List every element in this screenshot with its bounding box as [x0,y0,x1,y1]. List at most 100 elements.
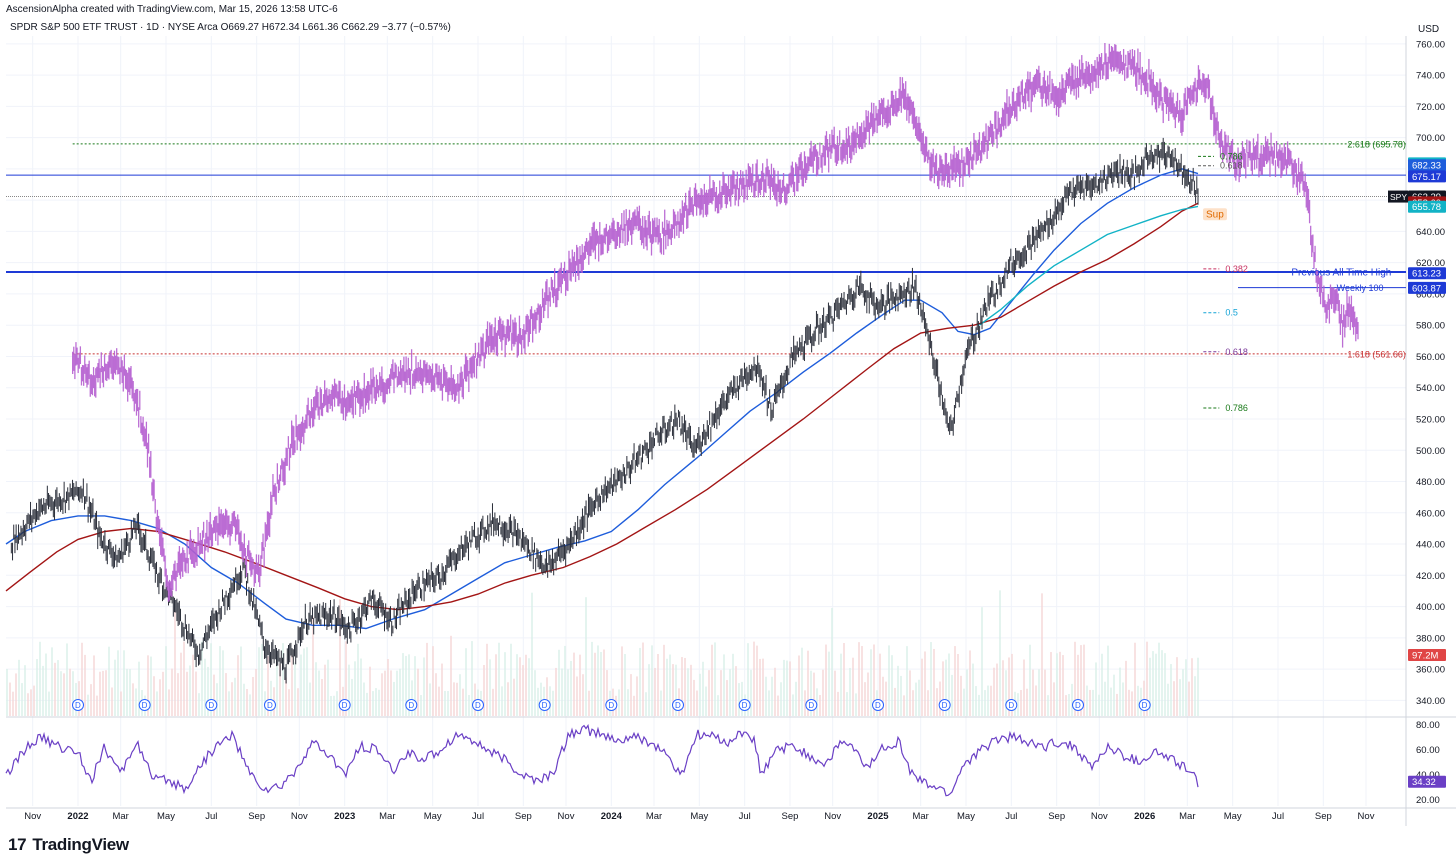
volume-bar [969,650,971,716]
volume-bar [711,644,713,716]
volume-bar [966,669,968,716]
volume-bar [393,681,395,716]
volume-bar [906,646,908,716]
volume-bar [351,678,353,716]
volume-bar [411,680,413,716]
volume-bar [1011,653,1013,716]
price-tick: 720.00 [1416,102,1445,113]
volume-bar [489,659,491,716]
fib-label: 0.786 [1220,151,1243,161]
volume-bar [534,670,536,716]
volume-bar [537,687,539,716]
dividend-label: D [1008,701,1014,710]
volume-bar [1128,689,1130,716]
volume-bar [945,659,947,716]
annotation-label: Previous All Time High [1291,268,1391,279]
price-tick: 600.00 [1416,289,1445,300]
volume-bar [1086,685,1088,716]
volume-bar [1074,641,1076,716]
volume-bar [990,685,992,716]
volume-bar [312,616,314,716]
volume-bar [984,690,986,716]
volume-bar [420,695,422,716]
volume-bar [354,661,356,716]
volume-bar [597,645,599,716]
currency-label[interactable]: USD [1418,24,1440,35]
volume-bar [360,658,362,716]
volume-bar [873,644,875,716]
dividend-label: D [208,701,214,710]
price-tag: 613.23 [1412,269,1441,280]
volume-bar [603,649,605,716]
price-tick: 460.00 [1416,508,1445,519]
volume-bar [465,648,467,716]
time-tick: Sep [782,811,799,822]
volume-bar [849,667,851,716]
volume-bar [582,674,584,716]
dividend-marker [738,699,751,711]
volume-bar [555,667,557,716]
volume-bar [507,682,509,716]
volume-bar [1071,683,1073,716]
volume-bar [261,643,263,716]
volume-bar [600,652,602,716]
volume-bar [822,669,824,716]
volume-bar [1191,658,1193,716]
volume-bar [483,664,485,716]
time-tick: 2025 [867,811,889,822]
time-tick: Sep [1048,811,1065,822]
price-tick: 580.00 [1416,321,1445,332]
volume-bar [819,694,821,716]
dividend-label: D [742,701,748,710]
time-tick: Jul [739,811,751,822]
volume-bar [651,645,653,716]
volume-bar [936,688,938,716]
volume-bar [558,649,560,716]
time-tick: Mar [112,811,128,822]
volume-bar [684,657,686,716]
volume-bar [240,646,242,716]
volume-bar [531,592,533,716]
volume-bar [444,690,446,716]
volume-bar [207,666,209,716]
moving-average-line [978,205,1199,326]
volume-bar [753,641,755,716]
volume-bar [450,635,452,716]
tradingview-logo[interactable]: 17 TradingView [8,834,129,856]
volume-bar [831,607,833,716]
volume-bar [453,682,455,716]
volume-bar [372,691,374,716]
volume-bar [618,689,620,716]
rsi-tick: 20.00 [1416,795,1440,806]
price-tick: 520.00 [1416,414,1445,425]
time-tick: Nov [824,811,841,822]
volume-bar [513,678,515,716]
volume-bar [588,690,590,716]
volume-bar [630,674,632,716]
symbol-legend[interactable]: SPDR S&P 500 ETF TRUST · 1D · NYSE Arca … [10,22,451,33]
fib-label: 0.786 [1225,403,1248,413]
dividend-label: D [1075,701,1081,710]
volume-bar [399,668,401,716]
volume-bar [363,682,365,716]
volume-bar [528,658,530,716]
volume-bar [780,682,782,716]
volume-bar [1170,664,1172,716]
volume-bar [1095,662,1097,716]
volume-bar [426,642,428,716]
volume-bar [1176,657,1178,716]
horizontal-lines [6,143,1406,355]
volume-bar [681,657,683,716]
volume-bar [900,675,902,716]
time-tick: May [690,811,708,822]
volume-bar [897,665,899,716]
volume-bar [60,671,62,716]
dividend-marker [138,699,151,711]
volume-bar [747,643,749,716]
dividend-label: D [542,701,548,710]
dividend-marker [205,699,218,711]
volume-bar [384,670,386,716]
volume-bar [540,682,542,716]
volume-bar [1185,659,1187,716]
